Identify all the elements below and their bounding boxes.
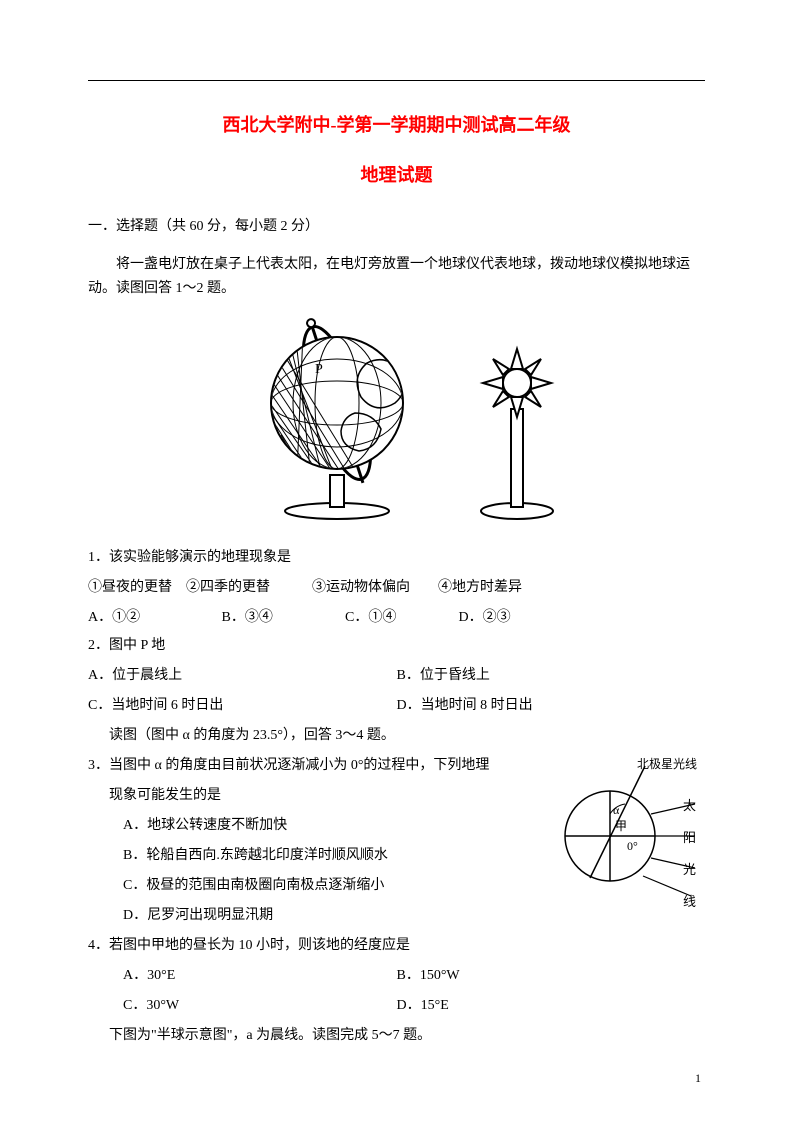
q1-stem: 1．该实验能够演示的地理现象是	[88, 544, 705, 572]
q4-opt-d: D．15°E	[397, 992, 706, 1020]
q2-opt-d: D．当地时间 8 时日出	[397, 692, 706, 720]
q2-opt-c: C．当地时间 6 时日出	[88, 692, 397, 720]
page-title-main: 西北大学附中-学第一学期期中测试高二年级	[88, 111, 705, 137]
q4-row1: A．30°E B．150°W	[88, 962, 705, 992]
label-polaris: 北极星光线	[637, 757, 697, 771]
page-number: 1	[695, 1071, 701, 1086]
label-alpha: α	[613, 803, 620, 817]
q4-opt-c: C．30°W	[88, 992, 397, 1020]
figure-globe-lamp: P	[88, 313, 705, 528]
label-sun-1: 太	[683, 798, 696, 813]
label-sun-3: 光	[683, 862, 696, 877]
q4-stem: 4．若图中甲地的昼长为 10 小时，则该地的经度应是	[88, 932, 705, 960]
q1-subparts: ①昼夜的更替 ②四季的更替 ③运动物体偏向 ④地方时差异	[88, 574, 705, 602]
section-1-heading: 一．选择题（共 60 分，每小题 2 分）	[88, 215, 705, 235]
intro-3-4: 读图（图中 α 的角度为 23.5°），回答 3～4 题。	[88, 722, 705, 750]
globe-lamp-svg: P	[217, 313, 577, 523]
q4-opt-b: B．150°W	[397, 962, 706, 990]
q1-options: A．①② B．③④ C．①④ D．②③	[88, 604, 705, 632]
q2-opt-b: B．位于昏线上	[397, 662, 706, 690]
alpha-circle-svg: 北极星光线 α 甲 0° 太 阳 光 线	[555, 756, 705, 916]
q4-opt-a: A．30°E	[88, 962, 397, 990]
label-zero: 0°	[627, 839, 638, 853]
q2-stem: 2．图中 P 地	[88, 632, 705, 660]
q2-row2: C．当地时间 6 时日出 D．当地时间 8 时日出	[88, 692, 705, 722]
intro-1-2: 将一盏电灯放在桌子上代表太阳，在电灯旁放置一个地球仪代表地球，拨动地球仪模拟地球…	[88, 253, 705, 301]
q1-opt-a: A．①②	[88, 604, 218, 632]
q1-opt-d: D．②③	[459, 604, 511, 632]
label-sun-2: 阳	[683, 830, 696, 845]
q4-row2: C．30°W D．15°E	[88, 992, 705, 1022]
label-sun-4: 线	[683, 894, 696, 909]
intro-5-7: 下图为"半球示意图"，a 为晨线。读图完成 5～7 题。	[88, 1022, 705, 1050]
q1-opt-b: B．③④	[222, 604, 342, 632]
q1-opt-c: C．①④	[345, 604, 455, 632]
label-jia: 甲	[615, 819, 627, 833]
page-title-sub: 地理试题	[88, 161, 705, 187]
header-rule	[88, 80, 705, 81]
figure-alpha-circle: 北极星光线 α 甲 0° 太 阳 光 线	[555, 756, 705, 921]
q2-opt-a: A．位于晨线上	[88, 662, 397, 690]
globe-p-label: P	[315, 362, 323, 377]
q2-row1: A．位于晨线上 B．位于昏线上	[88, 662, 705, 692]
